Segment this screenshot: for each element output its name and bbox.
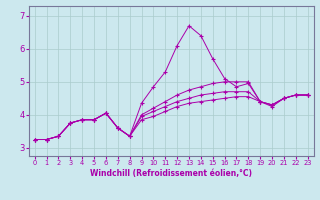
- X-axis label: Windchill (Refroidissement éolien,°C): Windchill (Refroidissement éolien,°C): [90, 169, 252, 178]
